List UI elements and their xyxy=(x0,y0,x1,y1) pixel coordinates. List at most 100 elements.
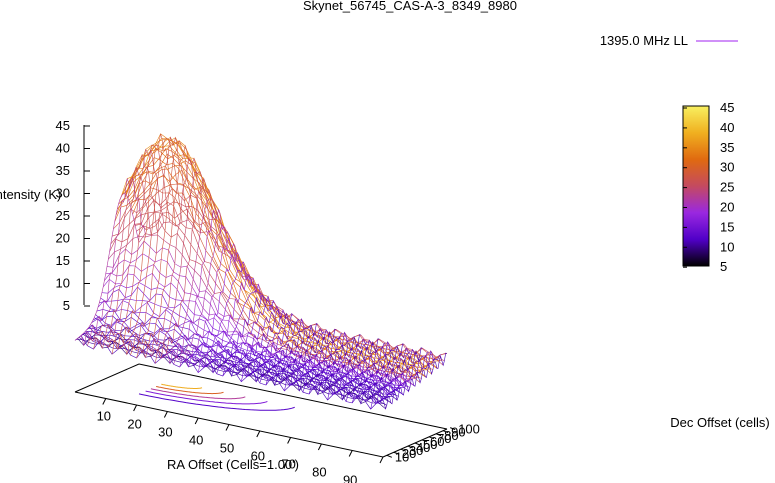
mesh-line-x xyxy=(247,325,312,377)
mesh-line-x xyxy=(265,329,331,386)
mesh-line-x xyxy=(241,317,306,382)
y-tick-label: 70 xyxy=(437,431,451,446)
x-tick-label: 70 xyxy=(281,457,295,472)
y-tick-label: 90 xyxy=(451,425,465,440)
mesh-line-x xyxy=(179,237,244,368)
mesh-line-x xyxy=(364,351,429,402)
z-tick-label: 10 xyxy=(56,276,70,291)
mesh-line-x xyxy=(185,251,251,368)
surface-mesh xyxy=(74,133,448,410)
z-tick-label: 45 xyxy=(56,118,70,133)
contour-line xyxy=(161,383,203,389)
y-axis-label: Dec Offset (cells) xyxy=(670,415,769,430)
y-axis-back-line xyxy=(74,363,140,393)
x-tick xyxy=(379,456,384,464)
contour-line xyxy=(138,393,295,411)
x-tick xyxy=(133,404,138,412)
mesh-line-x xyxy=(345,347,411,402)
mesh-line-x xyxy=(216,304,281,374)
mesh-line-x xyxy=(308,339,374,395)
x-tick-label: 20 xyxy=(127,417,141,432)
mesh-line-x xyxy=(296,334,361,392)
x-tick xyxy=(348,450,353,457)
mesh-line-x xyxy=(204,290,269,368)
x-tick-label: 50 xyxy=(220,441,234,456)
mesh-line-x xyxy=(382,352,448,410)
y-tick xyxy=(428,436,435,440)
base-contours xyxy=(138,383,295,411)
z-tick-label: 20 xyxy=(56,231,70,246)
mesh-line-x xyxy=(351,348,417,403)
z-tick-label: 5 xyxy=(63,298,70,313)
mesh-line-x xyxy=(167,208,232,365)
mesh-line-x xyxy=(99,148,164,350)
mesh-line-x xyxy=(321,342,386,393)
x-tick xyxy=(163,411,168,418)
mesh-line-x xyxy=(142,157,208,359)
mesh-line-x xyxy=(333,345,398,395)
x-tick-label: 90 xyxy=(343,473,357,483)
z-tick-label: 35 xyxy=(56,163,70,178)
x-tick-label: 40 xyxy=(189,433,203,448)
mesh-line-x xyxy=(191,267,257,366)
y-tick xyxy=(450,427,456,431)
contour-line xyxy=(145,390,268,405)
x-axis-label: RA Offset (Cells=1.00') xyxy=(167,457,299,472)
mesh-line-x xyxy=(259,328,325,384)
mesh-line-y xyxy=(125,137,435,370)
mesh-line-x xyxy=(327,340,392,401)
mesh-line-x xyxy=(124,136,189,356)
z-tick-label: 25 xyxy=(56,208,70,223)
mesh-line-x xyxy=(210,294,275,374)
colorbar-tick-label: 25 xyxy=(720,180,734,195)
mesh-line-y xyxy=(124,137,434,370)
mesh-line-x xyxy=(222,309,287,377)
z-tick-label: 15 xyxy=(56,253,70,268)
mesh-line-x xyxy=(111,133,177,355)
mesh-line-x xyxy=(148,171,214,357)
z-tick-label: 40 xyxy=(56,141,70,156)
mesh-line-x xyxy=(117,138,183,350)
x-tick-label: 80 xyxy=(312,465,326,480)
y-tick xyxy=(400,448,407,452)
mesh-line-x xyxy=(271,328,337,387)
y-tick-label: 10 xyxy=(395,449,409,464)
mesh-line-x xyxy=(314,338,380,396)
y-tick xyxy=(393,451,400,455)
mesh-line-x xyxy=(253,323,318,383)
mesh-line-x xyxy=(302,338,368,393)
mesh-line-x xyxy=(235,319,300,375)
x-tick-label: 10 xyxy=(97,409,111,424)
y-tick xyxy=(414,442,421,446)
colorbar-tick-label: 15 xyxy=(720,219,734,234)
mesh-line-x xyxy=(358,347,423,405)
axes: 1020304050607080901001020304050607080901… xyxy=(56,118,480,483)
x-axis-back-line xyxy=(138,363,448,430)
mesh-line-x xyxy=(87,166,152,346)
colorbar-tick-label: 40 xyxy=(720,120,734,135)
colorbar: 45 40 35 30 25 20 15 10 5 xyxy=(682,100,734,274)
mesh-line-x xyxy=(161,198,226,359)
mesh-line-x xyxy=(339,343,404,401)
mesh-line-x xyxy=(370,350,435,410)
mesh-line-x xyxy=(228,312,294,378)
x-tick xyxy=(317,443,322,451)
y-tick xyxy=(386,454,393,458)
colorbar-tick-label: 10 xyxy=(720,239,734,254)
mesh-line-x xyxy=(154,178,220,364)
mesh-line-x xyxy=(284,331,349,391)
mesh-line-y xyxy=(129,153,439,369)
mesh-line-x xyxy=(80,177,146,347)
y-tick xyxy=(435,433,442,437)
mesh-line-x xyxy=(74,193,140,341)
y-tick xyxy=(407,445,414,449)
mesh-line-x xyxy=(105,144,171,348)
y-tick-label: 60 xyxy=(430,434,444,449)
x-tick xyxy=(225,424,230,431)
mesh-line-x xyxy=(376,354,441,404)
colorbar-tick-label: 45 xyxy=(720,100,734,115)
z-axis-label: Intensity (K) xyxy=(0,187,61,202)
contour-line xyxy=(156,386,224,395)
x-tick-label: 30 xyxy=(158,425,172,440)
